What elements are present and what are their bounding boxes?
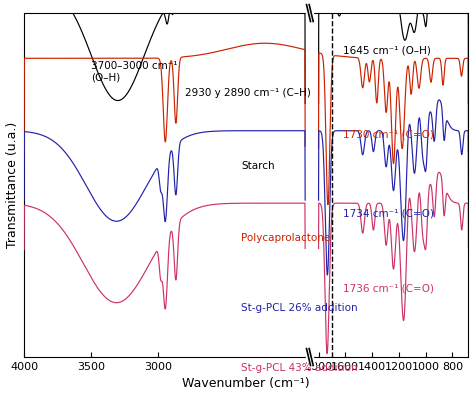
Text: 1730 cm⁻¹ (C=O): 1730 cm⁻¹ (C=O) (343, 130, 434, 140)
Y-axis label: Transmittance (u.a.): Transmittance (u.a.) (6, 122, 18, 248)
Text: 2930 y 2890 cm⁻¹ (C–H): 2930 y 2890 cm⁻¹ (C–H) (185, 88, 310, 99)
Text: 1736 cm⁻¹ (C=O): 1736 cm⁻¹ (C=O) (343, 284, 434, 294)
X-axis label: Wavenumber (cm⁻¹): Wavenumber (cm⁻¹) (182, 377, 310, 390)
Text: St-g-PCL 43% addition: St-g-PCL 43% addition (241, 363, 357, 373)
Text: 1734 cm⁻¹ (C=O): 1734 cm⁻¹ (C=O) (343, 208, 434, 218)
Text: 3700–3000 cm⁻¹
(O–H): 3700–3000 cm⁻¹ (O–H) (91, 61, 178, 83)
Text: Polycaprolactone: Polycaprolactone (241, 233, 330, 243)
Text: Starch: Starch (241, 161, 274, 171)
Text: St-g-PCL 26% addition: St-g-PCL 26% addition (241, 303, 357, 313)
Text: 1645 cm⁻¹ (O–H): 1645 cm⁻¹ (O–H) (343, 45, 430, 55)
